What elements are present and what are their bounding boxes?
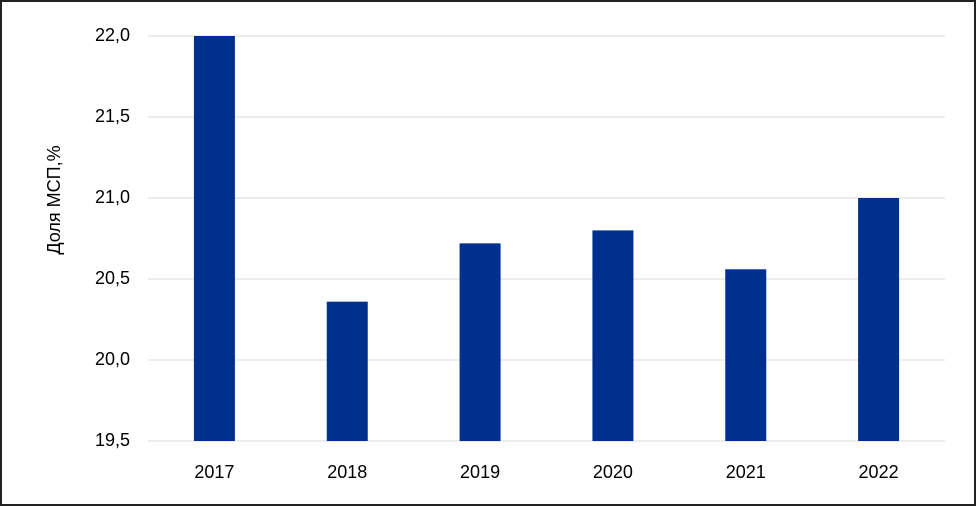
bar — [858, 198, 900, 441]
x-tick-label: 2018 — [327, 462, 367, 482]
x-tick-label: 2020 — [593, 462, 633, 482]
bar — [459, 243, 501, 441]
x-tick-label: 2017 — [194, 462, 234, 482]
y-tick-label: 21,5 — [95, 106, 130, 126]
bar — [725, 269, 767, 441]
y-tick-label: 21,0 — [95, 187, 130, 207]
y-tick-label: 20,0 — [95, 349, 130, 369]
x-tick-label: 2019 — [460, 462, 500, 482]
bar — [592, 230, 634, 441]
y-tick-label: 20,5 — [95, 268, 130, 288]
y-tick-label: 19,5 — [95, 430, 130, 450]
bar — [193, 36, 235, 441]
x-tick-label: 2022 — [859, 462, 899, 482]
bar — [326, 301, 368, 441]
y-axis-label: Доля МСП,% — [44, 145, 64, 254]
x-tick-label: 2021 — [726, 462, 766, 482]
y-tick-label: 22,0 — [95, 25, 130, 45]
